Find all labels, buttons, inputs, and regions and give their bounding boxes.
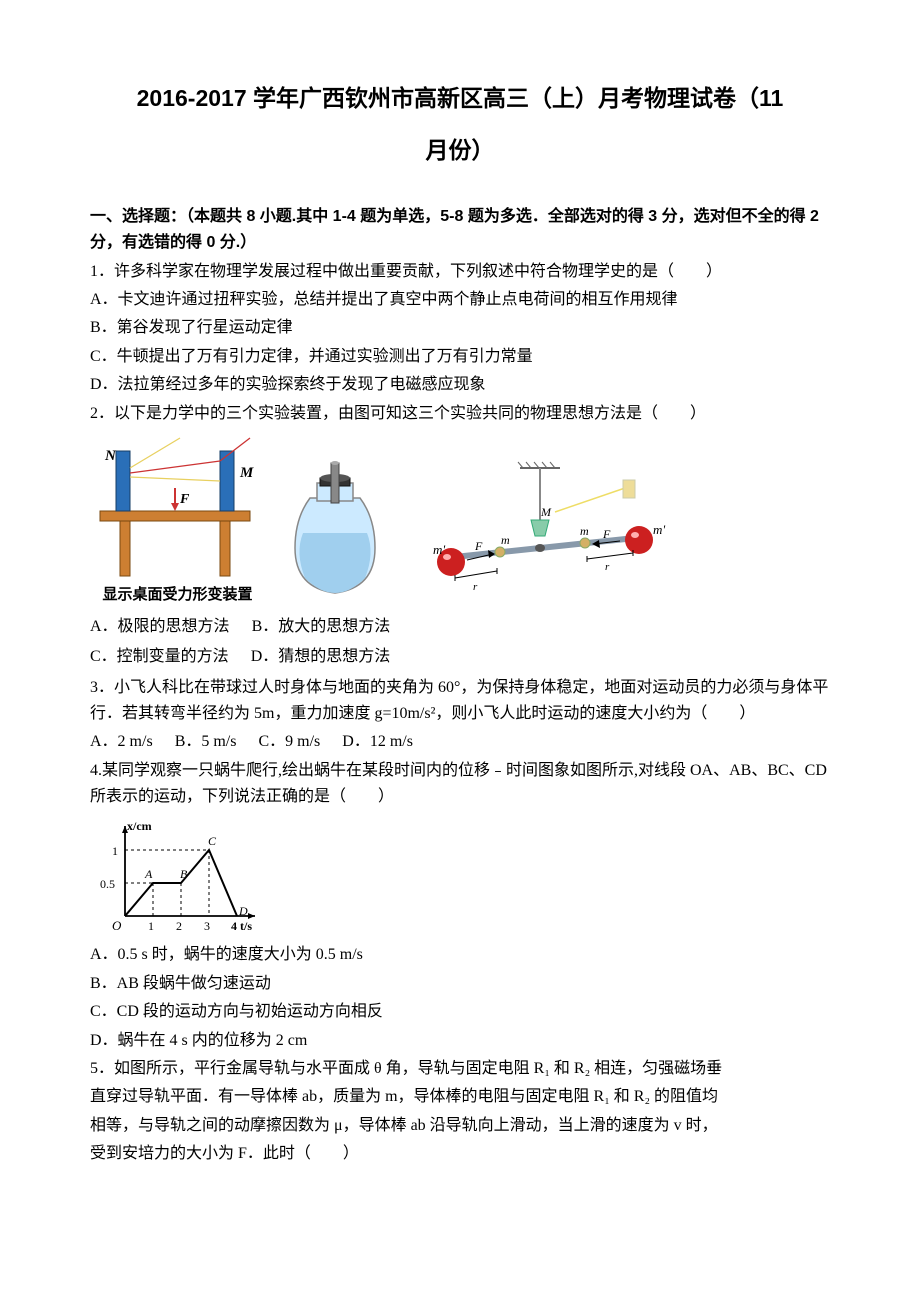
q2-option-a: A．极限的思想方法 — [90, 614, 230, 640]
q4-option-c: C．CD 段的运动方向与初始运动方向相反 — [90, 999, 830, 1025]
q3-option-c: C．9 m/s — [258, 729, 320, 755]
q4-graph: x/cm 4 t/s O 1 0.5 1 2 3 A B C D — [90, 816, 830, 936]
q2-stem: 2．以下是力学中的三个实验装置，由图可知这三个实验共同的物理思想方法是（ ） — [90, 401, 830, 427]
svg-text:m: m — [580, 524, 589, 538]
svg-text:0.5: 0.5 — [100, 877, 115, 891]
q2-diagram3: M m' m' m m F F r r — [405, 458, 675, 608]
q2-option-d: D．猜想的思想方法 — [251, 644, 391, 670]
q2-images-row: N M F 显示桌面受力形变装置 — [90, 433, 830, 608]
q2-diagram1: N M F 显示桌面受力形变装置 — [90, 433, 265, 608]
svg-text:m': m' — [433, 542, 445, 557]
q4-option-d: D．蜗牛在 4 s 内的位移为 2 cm — [90, 1028, 830, 1054]
q5-stem-l3: 相等，与导轨之间的动摩擦因数为 μ，导体棒 ab 沿导轨向上滑动，当上滑的速度为… — [90, 1113, 830, 1139]
q2-option-b: B．放大的思想方法 — [252, 614, 391, 640]
q3-option-d: D．12 m/s — [342, 729, 413, 755]
q3-option-b: B．5 m/s — [175, 729, 237, 755]
q1-option-b: B．第谷发现了行星运动定律 — [90, 315, 830, 341]
q3-stem: 3．小飞人科比在带球过人时身体与地面的夹角为 60°，为保持身体稳定，地面对运动… — [90, 675, 830, 728]
svg-text:x/cm: x/cm — [127, 819, 152, 833]
q2-diagram3-svg: M m' m' m m F F r r — [405, 458, 675, 608]
section-heading: 一、选择题：（本题共 8 小题.其中 1-4 题为单选，5-8 题为多选．全部选… — [90, 204, 830, 257]
svg-text:r: r — [473, 581, 478, 593]
svg-text:M: M — [540, 505, 552, 519]
q5-stem-l2: 直穿过导轨平面．有一导体棒 ab，质量为 m，导体棒的电阻与固定电阻 R₁ 和 … — [90, 1084, 830, 1110]
svg-text:F: F — [474, 539, 483, 553]
q2-diagram2 — [275, 458, 395, 608]
svg-text:O: O — [112, 918, 122, 933]
q2-diagram1-svg: N M F — [90, 433, 265, 583]
svg-text:B: B — [180, 867, 188, 881]
svg-text:2: 2 — [176, 919, 182, 933]
page-title-line2: 月份） — [90, 132, 830, 170]
svg-text:3: 3 — [204, 919, 210, 933]
svg-text:m: m — [501, 533, 510, 547]
q4-option-a: A．0.5 s 时，蜗牛的速度大小为 0.5 m/s — [90, 942, 830, 968]
q4-stem: 4.某同学观察一只蜗牛爬行,绘出蜗牛在某段时间内的位移﹣时间图象如图所示,对线段… — [90, 758, 830, 811]
q4-option-b: B．AB 段蜗牛做匀速运动 — [90, 971, 830, 997]
q1-option-c: C．牛顿提出了万有引力定律，并通过实验测出了万有引力常量 — [90, 344, 830, 370]
page-title-line1: 2016-2017 学年广西钦州市高新区高三（上）月考物理试卷（11 — [90, 80, 830, 118]
q5-stem-l1: 5．如图所示，平行金属导轨与水平面成 θ 角，导轨与固定电阻 R₁ 和 R₂ 相… — [90, 1056, 830, 1082]
q4-graph-svg: x/cm 4 t/s O 1 0.5 1 2 3 A B C D — [90, 816, 265, 936]
svg-text:M: M — [239, 465, 254, 481]
svg-text:m': m' — [653, 522, 665, 537]
q2-diagram2-svg — [275, 458, 395, 608]
svg-text:N: N — [104, 448, 117, 464]
q5-stem-l4: 受到安培力的大小为 F．此时（ ） — [90, 1141, 830, 1167]
svg-text:F: F — [602, 527, 611, 541]
q2-diagram1-caption: 显示桌面受力形变装置 — [102, 583, 252, 608]
q1-stem: 1．许多科学家在物理学发展过程中做出重要贡献，下列叙述中符合物理学史的是（ ） — [90, 259, 830, 285]
svg-text:1: 1 — [148, 919, 154, 933]
q1-option-d: D．法拉第经过多年的实验探索终于发现了电磁感应现象 — [90, 372, 830, 398]
svg-text:F: F — [179, 492, 190, 507]
svg-text:C: C — [208, 834, 217, 848]
svg-text:4 t/s: 4 t/s — [231, 919, 252, 933]
svg-text:r: r — [605, 561, 610, 573]
q2-option-c: C．控制变量的方法 — [90, 644, 229, 670]
svg-text:D: D — [238, 904, 248, 918]
q3-option-a: A．2 m/s — [90, 729, 153, 755]
svg-text:1: 1 — [112, 844, 118, 858]
q1-option-a: A．卡文迪许通过扭秤实验，总结并提出了真空中两个静止点电荷间的相互作用规律 — [90, 287, 830, 313]
svg-text:A: A — [144, 867, 153, 881]
